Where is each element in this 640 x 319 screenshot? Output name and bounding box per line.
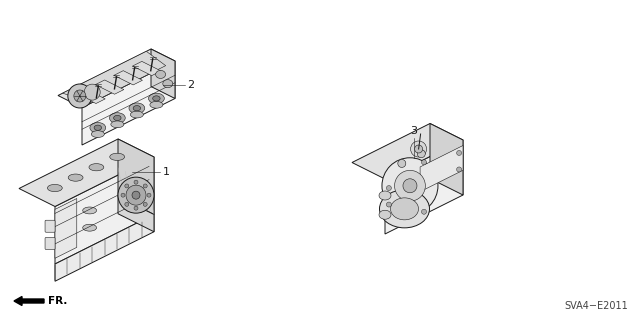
Polygon shape (132, 61, 161, 76)
Text: FR.: FR. (48, 296, 67, 306)
Ellipse shape (379, 210, 391, 219)
Ellipse shape (114, 115, 121, 121)
Polygon shape (385, 140, 463, 234)
Circle shape (143, 184, 147, 188)
Circle shape (398, 160, 406, 167)
Polygon shape (63, 51, 166, 103)
Ellipse shape (133, 106, 141, 111)
Polygon shape (151, 49, 175, 99)
Circle shape (121, 193, 125, 197)
Circle shape (132, 191, 140, 199)
Polygon shape (55, 157, 154, 264)
Ellipse shape (156, 70, 166, 78)
Polygon shape (55, 198, 77, 258)
Polygon shape (114, 71, 143, 85)
Polygon shape (55, 214, 154, 281)
Ellipse shape (94, 125, 102, 130)
Text: SVA4−E2011: SVA4−E2011 (564, 301, 628, 311)
Ellipse shape (390, 198, 419, 220)
Ellipse shape (163, 80, 173, 88)
Circle shape (126, 185, 146, 205)
Polygon shape (352, 123, 463, 179)
Ellipse shape (148, 93, 164, 104)
FancyArrow shape (14, 296, 44, 306)
Ellipse shape (153, 96, 160, 101)
Polygon shape (95, 80, 124, 94)
Ellipse shape (83, 224, 97, 231)
Circle shape (387, 202, 392, 207)
Ellipse shape (129, 103, 145, 114)
Circle shape (382, 158, 438, 214)
FancyBboxPatch shape (45, 220, 55, 232)
Circle shape (387, 186, 392, 190)
Ellipse shape (68, 174, 83, 181)
Circle shape (68, 84, 92, 108)
Circle shape (74, 90, 86, 102)
Polygon shape (118, 197, 154, 232)
Ellipse shape (131, 111, 143, 118)
Circle shape (417, 150, 426, 158)
Circle shape (125, 202, 129, 206)
Circle shape (118, 177, 154, 213)
Ellipse shape (110, 153, 125, 160)
Text: 1: 1 (163, 167, 170, 177)
Ellipse shape (47, 184, 62, 192)
Ellipse shape (150, 101, 163, 108)
Circle shape (134, 180, 138, 184)
Circle shape (411, 141, 427, 157)
Circle shape (422, 160, 426, 165)
Circle shape (125, 184, 129, 188)
FancyBboxPatch shape (45, 237, 55, 249)
Polygon shape (82, 61, 175, 145)
Polygon shape (58, 49, 175, 108)
Polygon shape (77, 89, 105, 104)
Circle shape (394, 170, 426, 201)
Circle shape (415, 145, 422, 153)
Ellipse shape (380, 190, 429, 228)
Polygon shape (19, 139, 154, 206)
Ellipse shape (61, 218, 75, 225)
Polygon shape (420, 145, 463, 192)
Circle shape (147, 193, 151, 197)
Ellipse shape (61, 235, 75, 242)
Ellipse shape (379, 191, 391, 200)
Ellipse shape (83, 207, 97, 214)
Ellipse shape (89, 164, 104, 171)
Ellipse shape (90, 122, 106, 133)
Circle shape (84, 84, 100, 100)
Circle shape (403, 179, 417, 193)
Polygon shape (118, 139, 154, 214)
Polygon shape (430, 123, 463, 195)
Ellipse shape (111, 121, 124, 128)
Ellipse shape (109, 113, 125, 123)
Circle shape (134, 206, 138, 210)
Circle shape (456, 151, 461, 155)
Circle shape (143, 202, 147, 206)
Text: 2: 2 (187, 80, 194, 90)
Circle shape (422, 209, 426, 214)
Ellipse shape (92, 131, 104, 137)
Circle shape (456, 167, 461, 172)
Text: 3: 3 (410, 126, 417, 136)
